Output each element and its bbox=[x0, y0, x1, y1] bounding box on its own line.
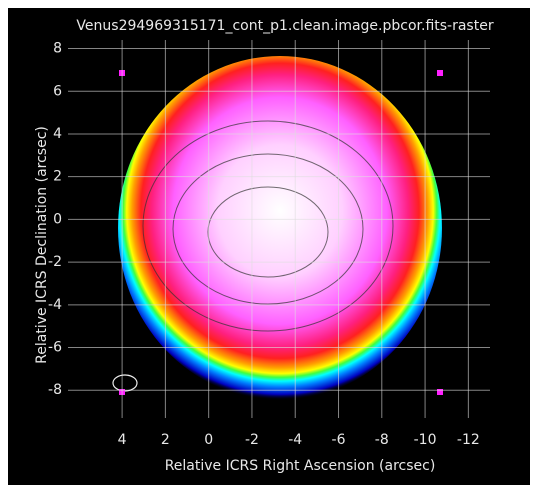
y-tick-label: -2 bbox=[48, 254, 62, 270]
y-tick-label: -4 bbox=[48, 297, 62, 313]
x-tick-label: 2 bbox=[161, 432, 170, 448]
x-tick-label: -2 bbox=[245, 432, 259, 448]
x-tick-label: 4 bbox=[118, 432, 127, 448]
y-tick-label: -6 bbox=[48, 340, 62, 356]
chart-title: Venus294969315171_cont_p1.clean.image.pb… bbox=[76, 18, 493, 34]
y-tick-label: 2 bbox=[53, 169, 62, 185]
x-tick-label: -6 bbox=[332, 432, 346, 448]
y-tick-label: 6 bbox=[53, 83, 62, 99]
y-tick-label: 4 bbox=[53, 126, 62, 142]
chart: Venus294969315171_cont_p1.clean.image.pb… bbox=[0, 0, 538, 493]
x-tick-label: -10 bbox=[414, 432, 437, 448]
y-tick-label: -8 bbox=[48, 382, 62, 398]
y-tick-label: 0 bbox=[53, 211, 62, 227]
marker bbox=[437, 70, 443, 76]
x-tick-label: -8 bbox=[375, 432, 389, 448]
x-tick-label: 0 bbox=[204, 432, 213, 448]
y-tick-label: 8 bbox=[53, 41, 62, 57]
y-axis-label: Relative ICRS Declination (arcsec) bbox=[34, 126, 50, 364]
x-axis-label: Relative ICRS Right Ascension (arcsec) bbox=[165, 458, 436, 474]
x-tick-label: -12 bbox=[457, 432, 480, 448]
x-tick-label: -4 bbox=[288, 432, 302, 448]
